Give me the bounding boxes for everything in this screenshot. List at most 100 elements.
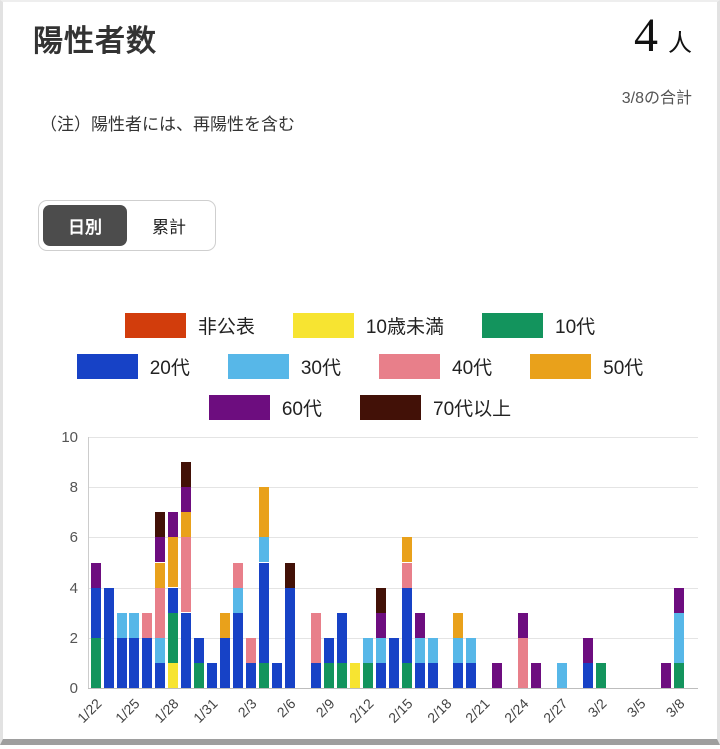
bar-segment-2/4-20代[interactable]	[259, 563, 269, 663]
bar-segment-2/15-40代[interactable]	[402, 563, 412, 588]
bar-segment-1/27-70代以上[interactable]	[155, 512, 165, 537]
bar-segment-1/23-20代[interactable]	[104, 588, 114, 688]
total-count-caption: 3/8の合計	[621, 90, 692, 107]
bar-segment-2/2-40代[interactable]	[233, 563, 243, 588]
bar-segment-2/22-60代[interactable]	[492, 663, 502, 688]
bar-segment-1/22-60代[interactable]	[91, 563, 101, 588]
bar-segment-2/4-10代[interactable]	[259, 663, 269, 688]
bar-segment-1/26-40代[interactable]	[142, 613, 152, 638]
bar-segment-2/12-10代[interactable]	[363, 663, 373, 688]
bar-segment-2/20-20代[interactable]	[466, 663, 476, 688]
bar-segment-2/13-70代以上[interactable]	[376, 588, 386, 613]
bar-segment-2/24-40代[interactable]	[518, 638, 528, 688]
bar-segment-2/19-30代[interactable]	[453, 638, 463, 663]
legend-swatch-icon	[360, 395, 421, 420]
bar-segment-1/29-60代[interactable]	[181, 487, 191, 512]
bar-segment-1/28-20代[interactable]	[168, 588, 178, 613]
legend-swatch-icon	[76, 354, 138, 379]
bar-segment-1/27-50代[interactable]	[155, 563, 165, 588]
bar-segment-1/25-20代[interactable]	[129, 638, 139, 688]
bar-segment-2/10-20代[interactable]	[337, 613, 347, 663]
bar-segment-2/1-50代[interactable]	[220, 613, 230, 638]
bar-segment-2/16-60代[interactable]	[415, 613, 425, 638]
legend-item: 10歳未満	[292, 312, 444, 339]
legend-label: 10歳未満	[365, 317, 444, 338]
bar-segment-1/30-10代[interactable]	[194, 663, 204, 688]
bar-segment-2/6-20代[interactable]	[285, 588, 295, 688]
bar-segment-2/4-30代[interactable]	[259, 537, 269, 562]
bar-segment-3/8-60代[interactable]	[674, 588, 684, 613]
bar-segment-2/2-30代[interactable]	[233, 588, 243, 613]
bar-segment-2/8-40代[interactable]	[311, 613, 321, 663]
bar-segment-2/3-40代[interactable]	[246, 638, 256, 663]
bar-segment-2/2-20代[interactable]	[233, 613, 243, 688]
bar-segment-2/24-60代[interactable]	[518, 613, 528, 638]
bar-segment-2/17-30代[interactable]	[428, 638, 438, 663]
total-count-value: 4	[634, 9, 658, 62]
bar-segment-2/13-30代[interactable]	[376, 638, 386, 663]
bar-segment-2/14-20代[interactable]	[389, 638, 399, 688]
bar-segment-2/8-20代[interactable]	[311, 663, 321, 688]
legend-label: 非公表	[197, 317, 255, 338]
bar-segment-2/13-20代[interactable]	[376, 663, 386, 688]
bar-segment-1/26-20代[interactable]	[142, 638, 152, 688]
bar-segment-3/8-30代[interactable]	[674, 613, 684, 663]
bar-segment-2/19-50代[interactable]	[453, 613, 463, 638]
bar-segment-1/28-10代[interactable]	[168, 613, 178, 663]
bar-segment-2/3-20代[interactable]	[246, 663, 256, 688]
bar-segment-2/1-20代[interactable]	[220, 638, 230, 688]
bar-segment-2/9-20代[interactable]	[324, 638, 334, 663]
bar-segment-1/31-20代[interactable]	[207, 663, 217, 688]
bar-segment-2/17-20代[interactable]	[428, 663, 438, 688]
bar-segment-2/13-60代[interactable]	[376, 613, 386, 638]
bar-segment-2/16-20代[interactable]	[415, 663, 425, 688]
bar-segment-2/11-10歳未満[interactable]	[350, 663, 360, 688]
bar-segment-1/24-30代[interactable]	[117, 613, 127, 638]
bar-segment-3/7-60代[interactable]	[661, 663, 671, 688]
bar-segment-1/22-10代[interactable]	[91, 638, 101, 688]
bar-segment-2/19-20代[interactable]	[453, 663, 463, 688]
tab-cumulative[interactable]: 累計	[152, 218, 186, 237]
bar-segment-2/25-60代[interactable]	[531, 663, 541, 688]
bar-segment-2/5-20代[interactable]	[272, 663, 282, 688]
bar-segment-1/29-40代[interactable]	[181, 537, 191, 612]
bar-segment-1/27-40代[interactable]	[155, 588, 165, 638]
bar-segment-1/30-20代[interactable]	[194, 638, 204, 663]
bar-segment-3/1-60代[interactable]	[583, 638, 593, 663]
bar-segment-2/15-10代[interactable]	[402, 663, 412, 688]
tab-daily[interactable]: 日別	[43, 205, 127, 246]
bar-segment-2/20-30代[interactable]	[466, 638, 476, 663]
legend-item: 50代	[530, 353, 643, 380]
bar-segment-3/2-10代[interactable]	[596, 663, 606, 688]
bar-segment-1/22-20代[interactable]	[91, 588, 101, 638]
bar-segment-1/29-20代[interactable]	[181, 613, 191, 688]
bar-segment-1/28-60代[interactable]	[168, 512, 178, 537]
legend-swatch-icon	[530, 354, 592, 379]
bar-segment-2/10-10代[interactable]	[337, 663, 347, 688]
bar-segment-1/28-50代[interactable]	[168, 537, 178, 587]
bar-segment-1/29-70代以上[interactable]	[181, 462, 191, 487]
bar-segment-2/16-30代[interactable]	[415, 638, 425, 663]
bar-segment-3/8-10代[interactable]	[674, 663, 684, 688]
bar-segment-2/12-30代[interactable]	[363, 638, 373, 663]
bar-segment-1/27-60代[interactable]	[155, 537, 165, 562]
bar-segment-2/15-50代[interactable]	[402, 537, 412, 562]
bar-segment-2/6-70代以上[interactable]	[285, 563, 295, 588]
bar-segment-2/27-30代[interactable]	[557, 663, 567, 688]
bar-segment-1/27-20代[interactable]	[155, 663, 165, 688]
bar-segment-1/25-30代[interactable]	[129, 613, 139, 638]
legend-label: 50代	[603, 358, 644, 379]
legend-row: 60代 70代以上	[0, 394, 720, 421]
legend-label: 40代	[452, 358, 493, 379]
legend-label: 10代	[555, 317, 596, 338]
bar-segment-2/4-50代[interactable]	[259, 487, 269, 537]
bar-segment-3/1-20代[interactable]	[583, 663, 593, 688]
bar-segment-2/15-20代[interactable]	[402, 588, 412, 663]
bar-segment-1/24-20代[interactable]	[117, 638, 127, 688]
total-count-unit: 人	[668, 31, 692, 57]
bar-segment-1/28-10歳未満[interactable]	[168, 663, 178, 688]
bar-segment-1/29-50代[interactable]	[181, 512, 191, 537]
bar-segment-2/9-10代[interactable]	[324, 663, 334, 688]
bar-segment-1/27-30代[interactable]	[155, 638, 165, 663]
